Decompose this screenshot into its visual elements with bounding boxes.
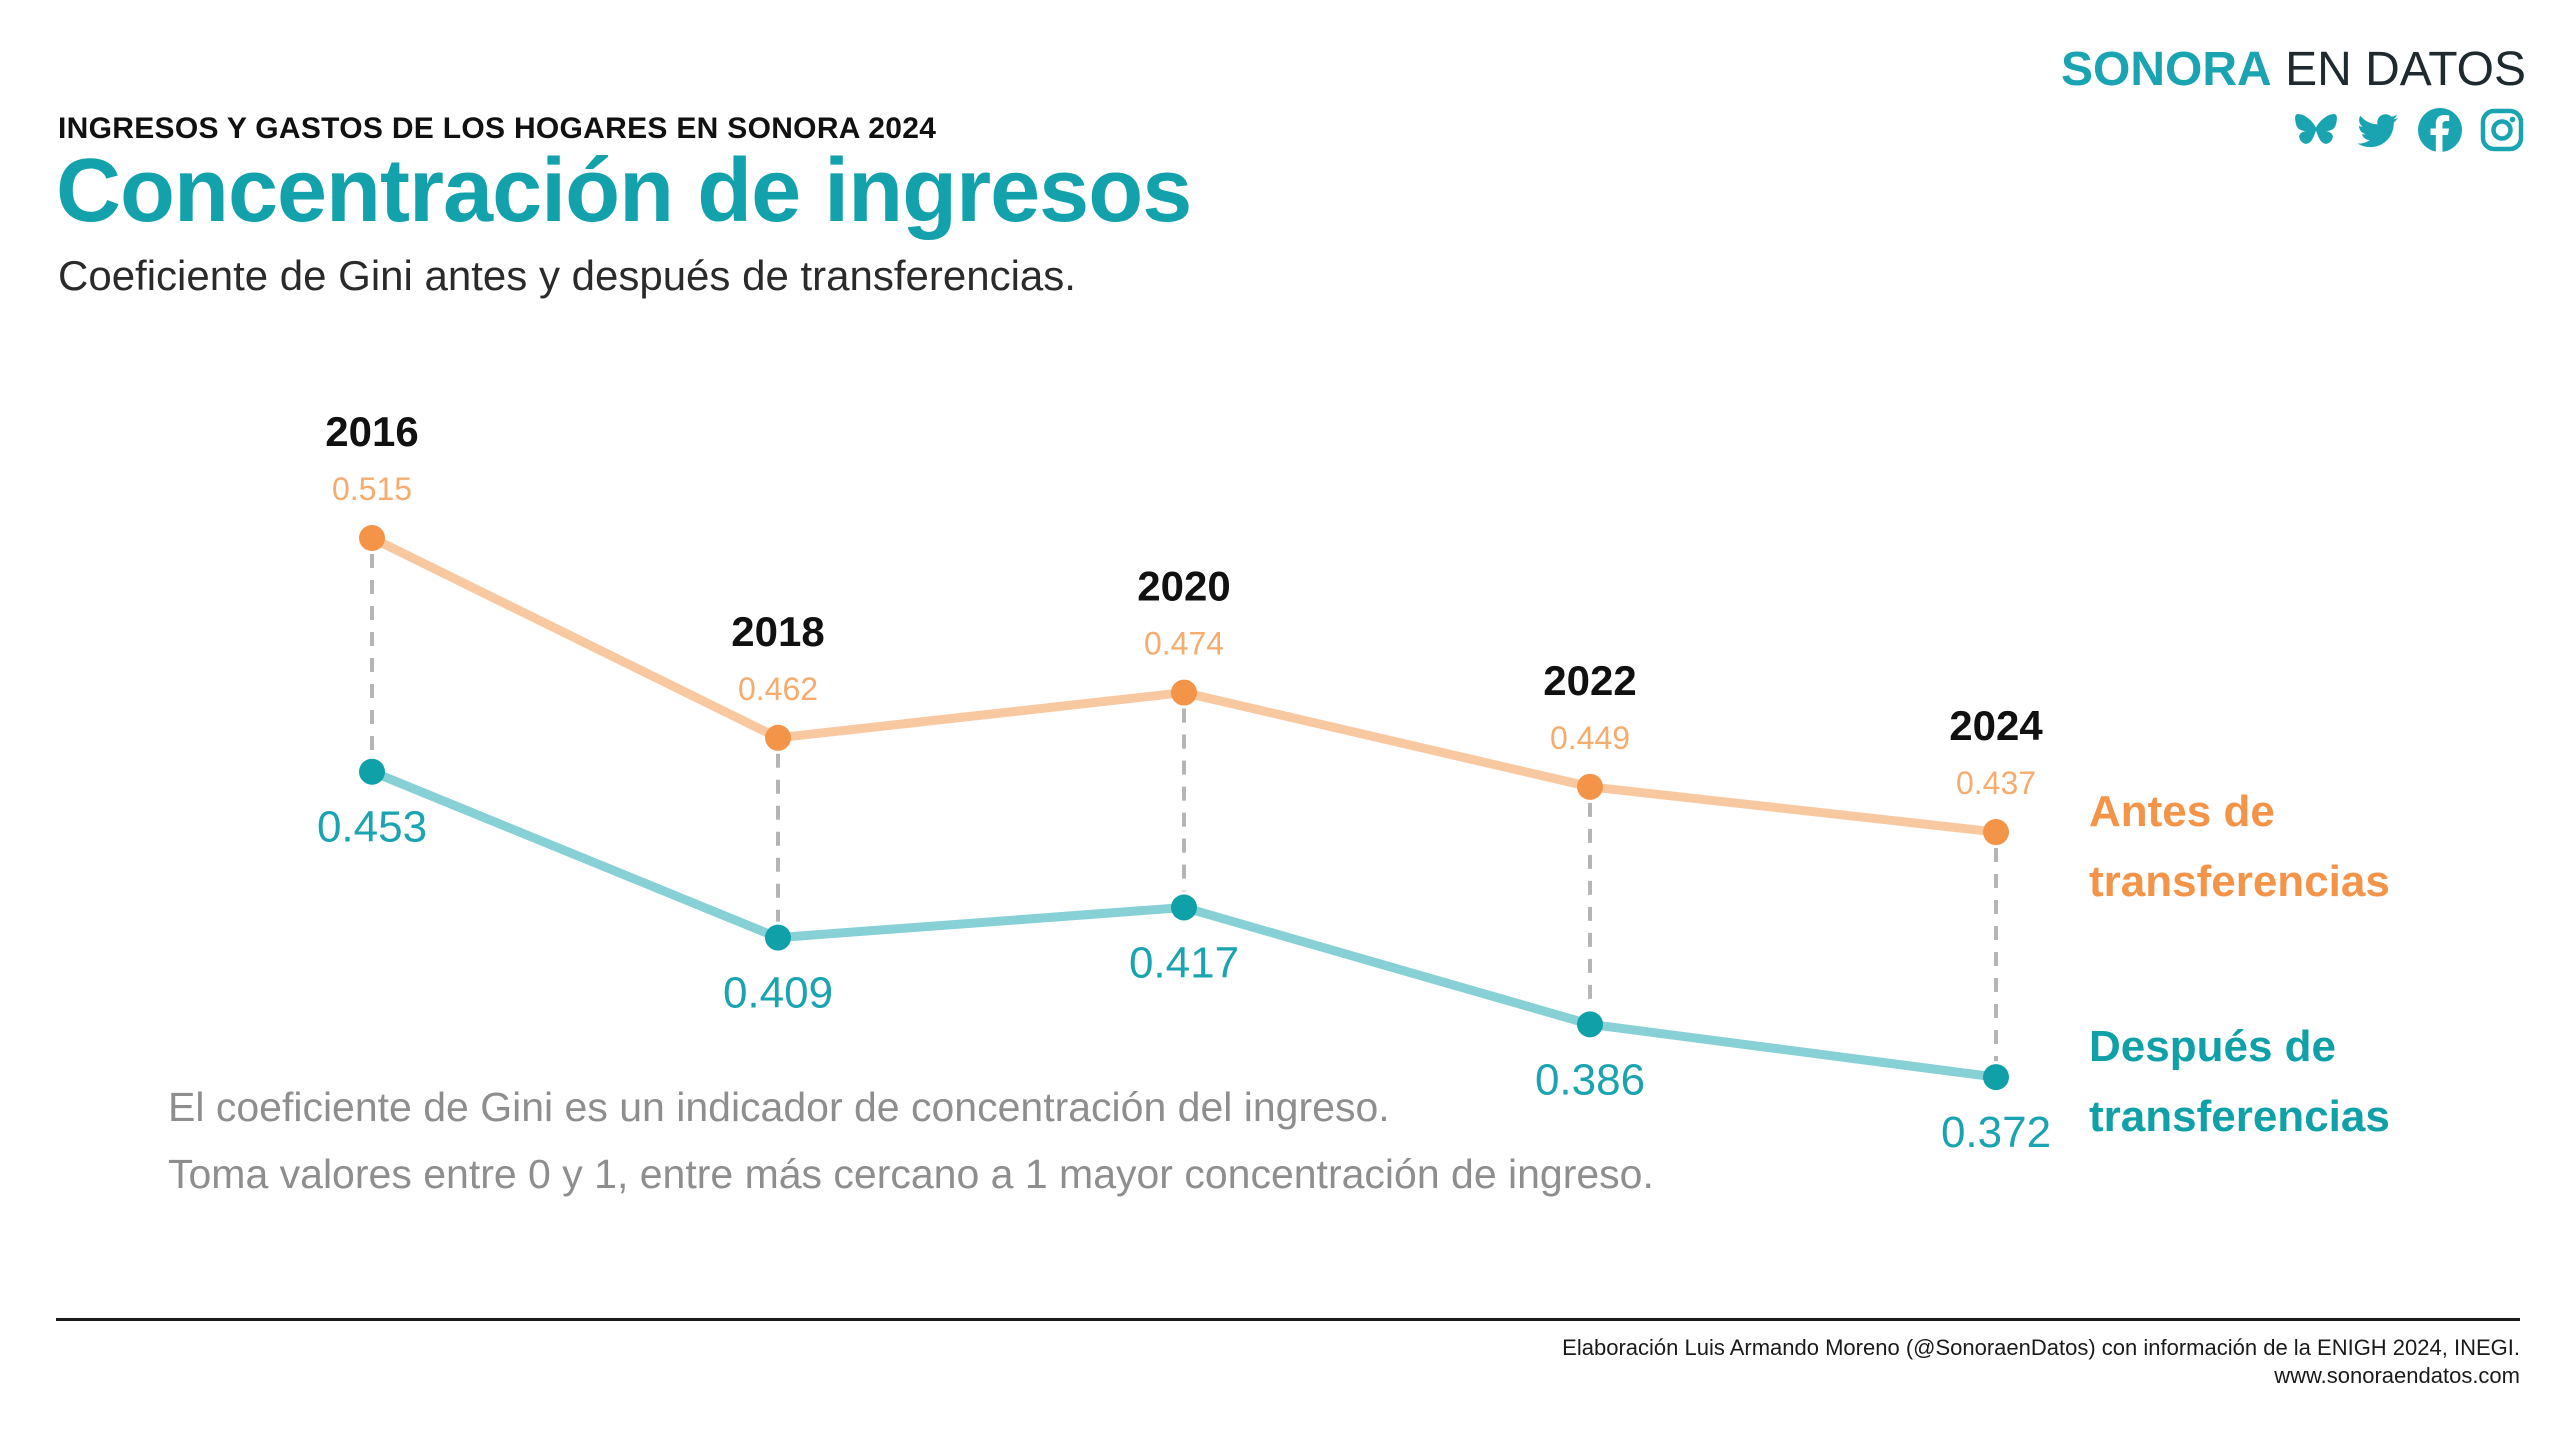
after-transfers-series-label-line-2: transferencias (2089, 1092, 2390, 1141)
bluesky-icon[interactable] (2292, 106, 2340, 154)
after-transfers-value-2018: 0.409 (723, 969, 833, 1018)
before-transfers-series-label-line-1: Antes de (2089, 787, 2275, 836)
facebook-icon[interactable] (2416, 106, 2464, 154)
after-transfers-series-label-line-1: Después de (2089, 1022, 2336, 1071)
after-transfers-point-2024 (1983, 1064, 2009, 1091)
chart-subtitle: Coeficiente de Gini antes y después de t… (58, 252, 1076, 299)
before-transfers-series-label-line-2: transferencias (2089, 857, 2390, 906)
before-transfers-point-2020 (1171, 679, 1197, 706)
chart-title: Concentración de ingresos (56, 141, 1192, 241)
social-icons (2061, 106, 2526, 154)
footer-divider (56, 1318, 2520, 1321)
brand-name-strong: SONORA (2061, 43, 2272, 96)
gini-explanation-note: El coeficiente de Gini es un indicador d… (168, 1074, 1654, 1208)
brand-name: SONORA EN DATOS (2061, 40, 2526, 100)
year-label-2022: 2022 (1543, 657, 1636, 704)
brand-name-rest: EN DATOS (2285, 43, 2526, 96)
note-line-2: Toma valores entre 0 y 1, entre más cerc… (168, 1151, 1654, 1197)
report-kicker: INGRESOS Y GASTOS DE LOS HOGARES EN SONO… (58, 112, 937, 145)
year-label-2016: 2016 (325, 408, 418, 455)
before-transfers-value-2024: 0.437 (1956, 765, 2036, 801)
year-label-2018: 2018 (731, 608, 824, 655)
before-transfers-point-2024 (1983, 819, 2009, 846)
before-transfers-value-2022: 0.449 (1550, 720, 1630, 756)
after-transfers-value-2016: 0.453 (317, 803, 427, 852)
before-transfers-value-2016: 0.515 (332, 471, 412, 507)
footer-credits: Elaboración Luis Armando Moreno (@Sonora… (1562, 1334, 2520, 1390)
brand-block: SONORA EN DATOS (2061, 40, 2526, 154)
note-line-1: El coeficiente de Gini es un indicador d… (168, 1084, 1390, 1130)
before-transfers-point-2018 (765, 724, 791, 751)
website-link[interactable]: www.sonoraendatos.com (2274, 1363, 2520, 1388)
after-transfers-point-2022 (1577, 1011, 1603, 1038)
after-transfers-value-2022: 0.386 (1535, 1055, 1645, 1104)
after-transfers-value-2024: 0.372 (1941, 1108, 2051, 1157)
after-transfers-point-2016 (359, 758, 385, 785)
after-transfers-point-2020 (1171, 894, 1197, 921)
before-transfers-value-2018: 0.462 (738, 671, 818, 707)
instagram-icon[interactable] (2478, 106, 2526, 154)
source-credit: Elaboración Luis Armando Moreno (@Sonora… (1562, 1335, 2520, 1360)
twitter-icon[interactable] (2354, 106, 2402, 154)
after-transfers-point-2018 (765, 924, 791, 951)
before-transfers-value-2020: 0.474 (1144, 626, 1224, 662)
year-label-2024: 2024 (1949, 702, 2043, 749)
before-transfers-point-2022 (1577, 773, 1603, 800)
before-transfers-point-2016 (359, 525, 385, 551)
year-label-2020: 2020 (1137, 563, 1230, 610)
after-transfers-value-2020: 0.417 (1129, 938, 1239, 987)
